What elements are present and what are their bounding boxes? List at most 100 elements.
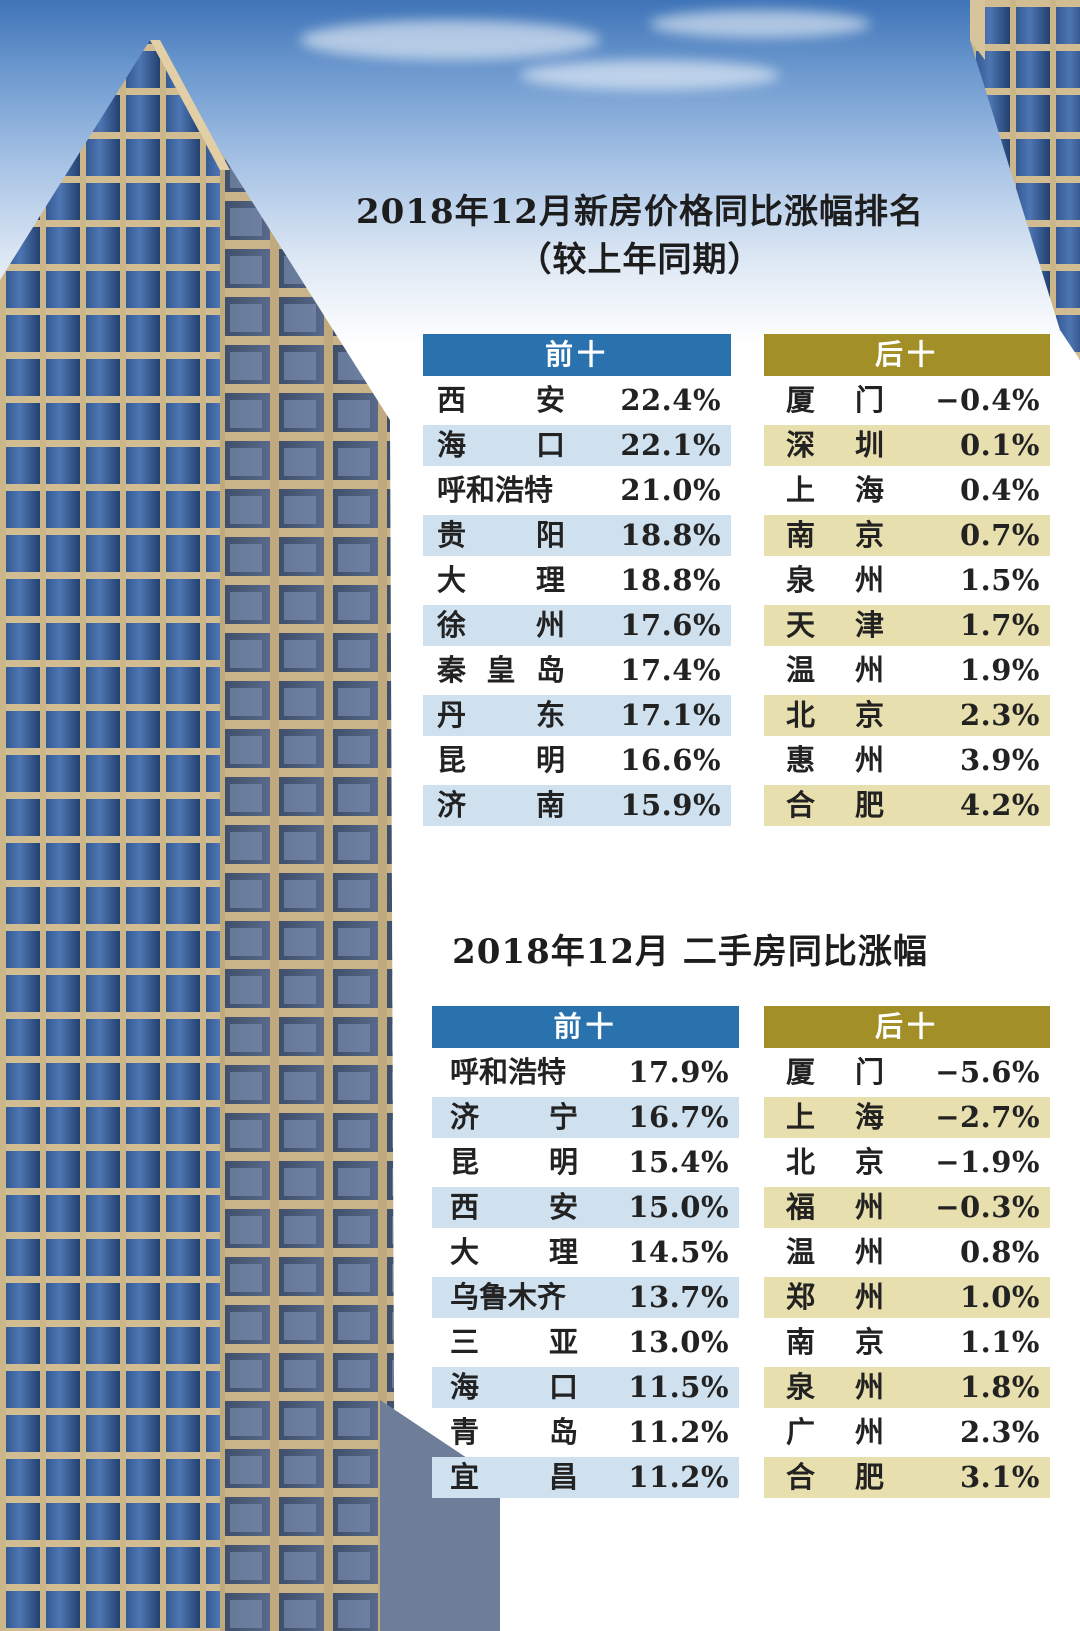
- growth-value: 17.1%: [620, 698, 721, 732]
- table-row: 呼和浩特 21.0%: [423, 470, 731, 511]
- table-row: 丹东 17.1%: [423, 695, 731, 736]
- table-row: 上海 −2.7%: [764, 1097, 1050, 1138]
- building-photo: [0, 0, 500, 1631]
- city-name: 三亚: [450, 1325, 578, 1359]
- table-row: 郑州 1.0%: [764, 1277, 1050, 1318]
- city-name: 济南: [437, 788, 565, 822]
- table-row: 呼和浩特 17.9%: [432, 1052, 739, 1093]
- growth-value: 22.4%: [620, 383, 721, 417]
- growth-value: 21.0%: [620, 473, 721, 507]
- growth-value: 2.3%: [959, 698, 1040, 732]
- table-row: 合肥 3.1%: [764, 1457, 1050, 1498]
- city-name: 海口: [450, 1370, 578, 1404]
- growth-value: 0.1%: [959, 428, 1040, 462]
- growth-value: 3.1%: [959, 1460, 1040, 1494]
- table-row: 泉州 1.5%: [764, 560, 1050, 601]
- bottom-ten-header: 后十: [764, 334, 1050, 376]
- second-hand-title: 2018年12月 二手房同比涨幅: [452, 932, 928, 972]
- city-name: 泉州: [786, 1370, 884, 1404]
- new-house-subtitle: （较上年同期）: [517, 240, 763, 280]
- table-row: 温州 1.9%: [764, 650, 1050, 691]
- growth-value: 4.2%: [959, 788, 1040, 822]
- new-house-title: 2018年12月新房价格同比涨幅排名: [356, 192, 924, 232]
- growth-value: 15.4%: [628, 1145, 729, 1179]
- city-name: 福州: [786, 1190, 884, 1224]
- table-row: 温州 0.8%: [764, 1232, 1050, 1273]
- growth-value: 16.6%: [620, 743, 721, 777]
- table-row: 三亚 13.0%: [432, 1322, 739, 1363]
- table-row: 广州 2.3%: [764, 1412, 1050, 1453]
- city-name: 南京: [786, 518, 884, 552]
- table-row: 惠州 3.9%: [764, 740, 1050, 781]
- city-name: 青岛: [450, 1415, 578, 1449]
- city-name: 呼和浩特: [450, 1055, 567, 1089]
- table-row: 宜昌 11.2%: [432, 1457, 739, 1498]
- table-row: 秦皇岛 17.4%: [423, 650, 731, 691]
- growth-value: 17.4%: [620, 653, 721, 687]
- city-name: 南京: [786, 1325, 884, 1359]
- city-name: 郑州: [786, 1280, 884, 1314]
- growth-value: 2.3%: [959, 1415, 1040, 1449]
- growth-value: 11.2%: [628, 1460, 729, 1494]
- growth-value: 13.0%: [628, 1325, 729, 1359]
- table-row: 天津 1.7%: [764, 605, 1050, 646]
- cloud: [520, 60, 780, 90]
- city-name: 深圳: [786, 428, 884, 462]
- table-row: 青岛 11.2%: [432, 1412, 739, 1453]
- table-row: 济南 15.9%: [423, 785, 731, 826]
- table-row: 北京 2.3%: [764, 695, 1050, 736]
- city-name: 上海: [786, 1100, 884, 1134]
- table-row: 泉州 1.8%: [764, 1367, 1050, 1408]
- city-name: 昆明: [437, 743, 565, 777]
- top-ten-header: 前十: [432, 1006, 739, 1048]
- table-row: 海口 11.5%: [432, 1367, 739, 1408]
- growth-value: 17.9%: [628, 1055, 729, 1089]
- city-name: 天津: [786, 608, 884, 642]
- table-row: 福州 −0.3%: [764, 1187, 1050, 1228]
- city-name: 乌鲁木齐: [450, 1280, 567, 1314]
- growth-value: 18.8%: [620, 518, 721, 552]
- growth-value: 1.0%: [959, 1280, 1040, 1314]
- growth-value: 11.2%: [628, 1415, 729, 1449]
- city-name: 合肥: [786, 1460, 884, 1494]
- table-row: 厦门 −5.6%: [764, 1052, 1050, 1093]
- city-name: 贵阳: [437, 518, 565, 552]
- table-row: 乌鲁木齐 13.7%: [432, 1277, 739, 1318]
- table-row: 上海 0.4%: [764, 470, 1050, 511]
- city-name: 北京: [786, 698, 884, 732]
- city-name: 大理: [450, 1235, 578, 1269]
- growth-value: 16.7%: [628, 1100, 729, 1134]
- growth-value: 14.5%: [628, 1235, 729, 1269]
- city-name: 惠州: [786, 743, 884, 777]
- city-name: 徐州: [437, 608, 565, 642]
- growth-value: 13.7%: [628, 1280, 729, 1314]
- table-row: 大理 14.5%: [432, 1232, 739, 1273]
- growth-value: 11.5%: [628, 1370, 729, 1404]
- growth-value: 1.7%: [959, 608, 1040, 642]
- table-row: 昆明 16.6%: [423, 740, 731, 781]
- second-hand-top-ten-table: 前十 呼和浩特 17.9% 济宁 16.7% 昆明 15.4% 西安 15.0% 大理 14.5%…: [432, 1006, 739, 1498]
- growth-value: −0.4%: [935, 383, 1040, 417]
- city-name: 合肥: [786, 788, 884, 822]
- city-name: 北京: [786, 1145, 884, 1179]
- new-house-top-ten-table: 前十 西安 22.4% 海口 22.1% 呼和浩特 21.0% 贵阳 18.8% 大理 18.8%…: [423, 334, 731, 826]
- cloud: [650, 10, 870, 38]
- city-name: 温州: [786, 1235, 884, 1269]
- growth-value: −1.9%: [935, 1145, 1040, 1179]
- city-name: 上海: [786, 473, 884, 507]
- growth-value: 17.6%: [620, 608, 721, 642]
- table-row: 徐州 17.6%: [423, 605, 731, 646]
- city-name: 昆明: [450, 1145, 578, 1179]
- table-row: 大理 18.8%: [423, 560, 731, 601]
- city-name: 西安: [437, 383, 565, 417]
- table-row: 昆明 15.4%: [432, 1142, 739, 1183]
- city-name: 西安: [450, 1190, 578, 1224]
- growth-value: 0.8%: [959, 1235, 1040, 1269]
- table-row: 贵阳 18.8%: [423, 515, 731, 556]
- growth-value: 15.0%: [628, 1190, 729, 1224]
- table-row: 西安 15.0%: [432, 1187, 739, 1228]
- building-photo-right: [930, 0, 1080, 360]
- growth-value: 1.5%: [959, 563, 1040, 597]
- growth-value: 1.1%: [959, 1325, 1040, 1359]
- growth-value: −2.7%: [935, 1100, 1040, 1134]
